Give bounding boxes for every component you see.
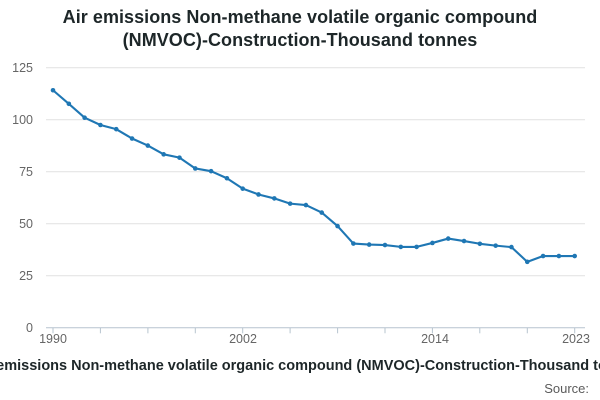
svg-text:50: 50 [19,217,33,231]
svg-text:125: 125 [12,61,33,75]
svg-text:25: 25 [19,269,33,283]
svg-text:2002: 2002 [229,332,257,346]
svg-text:0: 0 [26,321,33,335]
svg-text:2023: 2023 [562,332,590,346]
svg-text:2014: 2014 [421,332,449,346]
svg-text:75: 75 [19,165,33,179]
svg-text:100: 100 [12,113,33,127]
svg-text:1990: 1990 [39,332,67,346]
